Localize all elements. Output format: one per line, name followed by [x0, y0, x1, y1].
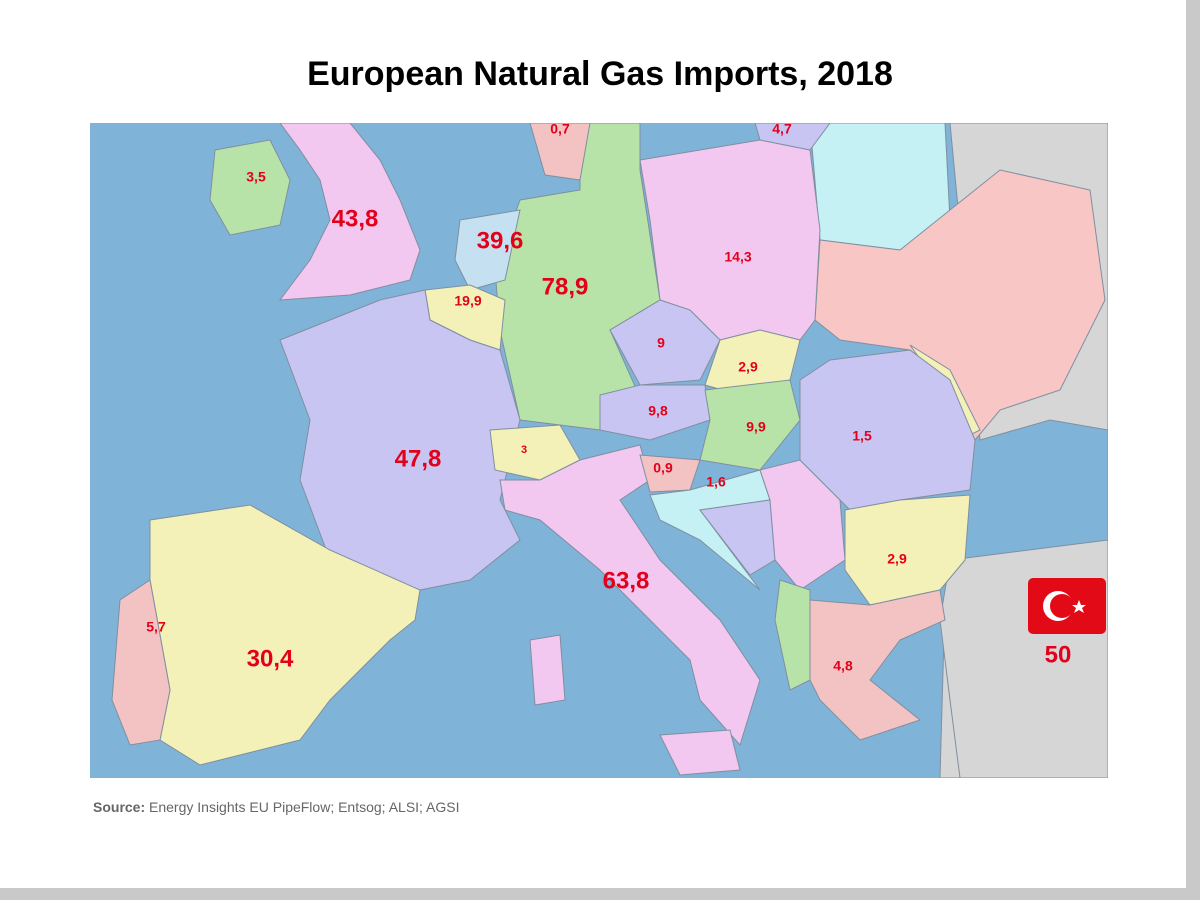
map-label: 9 [657, 335, 665, 351]
ireland [209, 139, 291, 236]
map-label: 39,6 [477, 227, 524, 254]
map-label: 9,8 [648, 403, 668, 419]
map-label: 14,3 [724, 249, 751, 265]
map-label: 30,4 [247, 645, 294, 672]
map-label: 0,9 [653, 460, 673, 476]
map-label: 2,9 [738, 359, 758, 375]
map-label: 63,8 [603, 567, 650, 594]
source: Source: Energy Insights EU PipeFlow; Ent… [93, 799, 460, 815]
map-label: 4,7 [772, 121, 792, 137]
map-label: 19,9 [454, 293, 481, 309]
source-text: Energy Insights EU PipeFlow; Entsog; ALS… [149, 799, 460, 815]
baltic [754, 123, 831, 151]
albania [774, 579, 811, 691]
bulgaria [844, 494, 971, 606]
map-label: 1,6 [706, 474, 726, 490]
slide: European Natural Gas Imports, 2018 [0, 0, 1186, 888]
map-label: 78,9 [542, 273, 589, 300]
source-label: Source: [93, 799, 145, 815]
map-label: 9,9 [746, 419, 766, 435]
romania [799, 349, 976, 511]
turkey [939, 539, 1108, 778]
ukraine [814, 169, 1106, 441]
map-label: 47,8 [395, 445, 442, 472]
map-label: 43,8 [332, 205, 379, 232]
italy [499, 444, 761, 746]
map-label: 50 [1045, 641, 1072, 668]
map-label: 5,7 [146, 619, 166, 635]
portugal [111, 579, 171, 746]
map-label: 2,9 [887, 551, 907, 567]
map-label: 3,5 [246, 169, 266, 185]
star [1072, 600, 1086, 613]
map [90, 123, 1108, 778]
denmark [529, 123, 591, 181]
map-label: 4,8 [833, 658, 853, 674]
map-label: 1,5 [852, 428, 872, 444]
sardinia [529, 634, 566, 706]
netherlands [454, 209, 521, 291]
crescent-cut [1050, 594, 1074, 618]
map-label: 0,7 [550, 121, 570, 137]
map-figure: European Natural Gas Imports, 2018 [90, 55, 1108, 815]
uk [278, 123, 421, 301]
greece [809, 589, 946, 741]
title: European Natural Gas Imports, 2018 [307, 55, 893, 93]
turkey-flag [1028, 578, 1106, 634]
sicily [659, 729, 741, 776]
map-label: 3 [521, 444, 527, 456]
